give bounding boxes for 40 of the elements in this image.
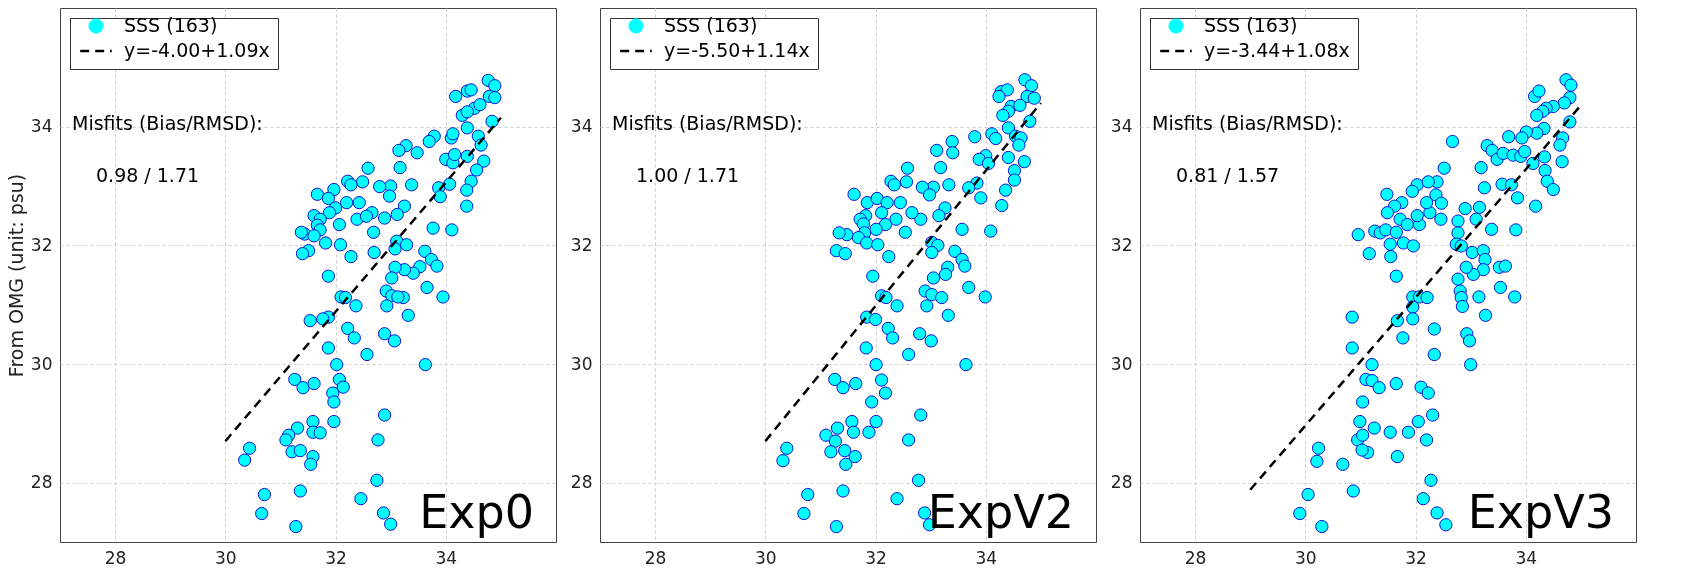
y-tick-label: 34 (570, 116, 593, 137)
x-tick-label: 30 (755, 547, 777, 568)
x-tick-label: 32 (1405, 547, 1427, 568)
annotation: 0.98 / 1.71 (96, 164, 200, 186)
x-tick-label: 28 (644, 547, 667, 568)
x-tick-label: 34 (1515, 547, 1538, 568)
annotation: Misfits (Bias/RMSD): (1152, 112, 1343, 134)
y-tick-label: 28 (570, 472, 593, 493)
annotation: ExpV3 (1467, 485, 1614, 539)
x-tick-label: 32 (325, 547, 347, 568)
legend-label: SSS (163) (664, 14, 758, 36)
legend-label: SSS (163) (1204, 14, 1298, 36)
y-tick-label: 28 (30, 472, 53, 493)
x-tick-label: 30 (215, 547, 237, 568)
legend-label: SSS (163) (124, 14, 218, 36)
annotation: Exp0 (419, 485, 534, 539)
y-tick-label: 32 (570, 234, 593, 255)
legend-label: y=-4.00+1.09x (124, 39, 270, 61)
annotation: Misfits (Bias/RMSD): (72, 112, 263, 134)
y-tick-label: 32 (1110, 234, 1133, 255)
x-tick-label: 28 (1184, 547, 1207, 568)
x-tick-label: 34 (435, 547, 458, 568)
annotation: 0.81 / 1.57 (1176, 164, 1280, 186)
y-axis-title: From OMG (unit: psu) (4, 173, 27, 378)
y-tick-label: 34 (1110, 116, 1133, 137)
legend-label: y=-5.50+1.14x (664, 39, 810, 61)
x-tick-label: 30 (1295, 547, 1317, 568)
legend-label: y=-3.44+1.08x (1204, 39, 1350, 61)
x-tick-label: 32 (865, 547, 887, 568)
y-tick-label: 30 (30, 353, 53, 374)
y-tick-label: 30 (1110, 353, 1133, 374)
y-tick-label: 34 (30, 116, 53, 137)
annotation: 1.00 / 1.71 (636, 164, 740, 186)
y-tick-label: 32 (30, 234, 53, 255)
annotation: ExpV2 (927, 485, 1074, 539)
y-tick-label: 28 (1110, 472, 1133, 493)
annotation: Misfits (Bias/RMSD): (612, 112, 803, 134)
y-tick-label: 30 (570, 353, 593, 374)
x-tick-label: 34 (975, 547, 998, 568)
x-tick-label: 28 (104, 547, 127, 568)
